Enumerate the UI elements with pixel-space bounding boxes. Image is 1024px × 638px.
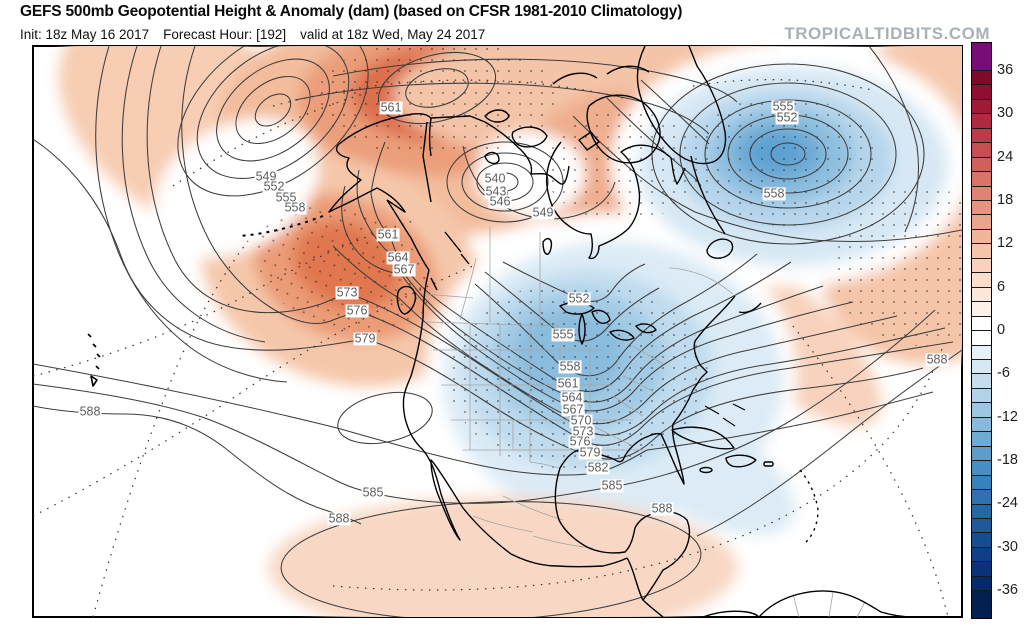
colorbar-cell (972, 561, 991, 576)
colorbar-cell (972, 344, 991, 359)
colorbar-tick-label: -24 (997, 495, 1018, 511)
colorbar-cell (972, 474, 991, 490)
colorbar-cell (972, 532, 991, 547)
colorbar-cell (972, 228, 991, 244)
colorbar-tick-label: 0 (997, 322, 1006, 338)
colorbar-cell (972, 69, 991, 85)
colorbar-cell (972, 171, 991, 186)
init-info: Init: 18z May 16 2017 Forecast Hour: [192… (20, 27, 499, 42)
height-contours (33, 46, 962, 617)
init-time: Init: 18z May 16 2017 (20, 27, 150, 42)
colorbar-cells (971, 42, 992, 619)
map-canvas: 549 552 555 558 561 540 543 546 549 561 564 567 573 5… (32, 45, 963, 618)
colorbar-cell (972, 98, 991, 114)
colorbar-tick-label: 18 (997, 192, 1014, 208)
chart-title: GEFS 500mb Geopotential Height & Anomaly… (20, 3, 683, 20)
colorbar-cell (972, 199, 991, 215)
colorbar-cell (972, 286, 991, 302)
colorbar-tick-label: -36 (997, 582, 1018, 598)
colorbar: 36 30 24 18 12 6 0 -6 -12 -18 -24 -30 -36 (971, 42, 1024, 619)
state-borders (424, 226, 866, 617)
colorbar-tick-label: -30 (997, 539, 1018, 555)
colorbar-labels: 36 30 24 18 12 6 0 -6 -12 -18 -24 -30 -36 (997, 42, 1024, 619)
colorbar-cell (972, 546, 991, 562)
colorbar-cell (972, 243, 991, 258)
map-graphics (33, 46, 962, 617)
colorbar-tick-label: -18 (997, 452, 1018, 468)
forecast-hour: Forecast Hour: [192] (163, 27, 287, 42)
coastlines (87, 46, 914, 617)
colorbar-cell (972, 358, 991, 374)
colorbar-cell (972, 445, 991, 461)
colorbar-cell (972, 214, 991, 229)
site-watermark: TROPICALTIDBITS.COM (784, 24, 990, 43)
colorbar-cell (972, 503, 991, 518)
colorbar-cell (972, 257, 991, 273)
colorbar-cell (972, 460, 991, 475)
colorbar-cell (972, 301, 991, 316)
colorbar-cell (972, 127, 991, 143)
colorbar-cell (972, 575, 991, 591)
colorbar-tick-label: 6 (997, 279, 1006, 295)
colorbar-tick-label: 12 (997, 235, 1014, 251)
colorbar-cell (972, 590, 991, 619)
colorbar-tick-label: -12 (997, 409, 1018, 425)
colorbar-cell (972, 489, 991, 504)
colorbar-cell (972, 416, 991, 432)
colorbar-tick-label: 24 (997, 149, 1014, 165)
valid-time: valid at 18z Wed, May 24 2017 (300, 27, 486, 42)
colorbar-cell (972, 84, 991, 99)
colorbar-cell (972, 156, 991, 172)
colorbar-cell (972, 185, 991, 200)
subtitle-row: Init: 18z May 16 2017 Forecast Hour: [192… (20, 24, 990, 44)
colorbar-cell (972, 330, 991, 345)
colorbar-cell (972, 387, 991, 403)
colorbar-cell (972, 113, 991, 128)
colorbar-tick-label: 30 (997, 105, 1014, 121)
colorbar-cell (972, 431, 991, 446)
colorbar-cell (972, 517, 991, 533)
colorbar-cell (972, 373, 991, 388)
colorbar-cell (972, 315, 991, 331)
colorbar-cell (972, 272, 991, 287)
colorbar-cell (972, 43, 991, 70)
colorbar-cell (972, 402, 991, 417)
colorbar-tick-label: 36 (997, 62, 1014, 78)
colorbar-tick-label: -6 (997, 365, 1010, 381)
colorbar-cell (972, 142, 991, 157)
